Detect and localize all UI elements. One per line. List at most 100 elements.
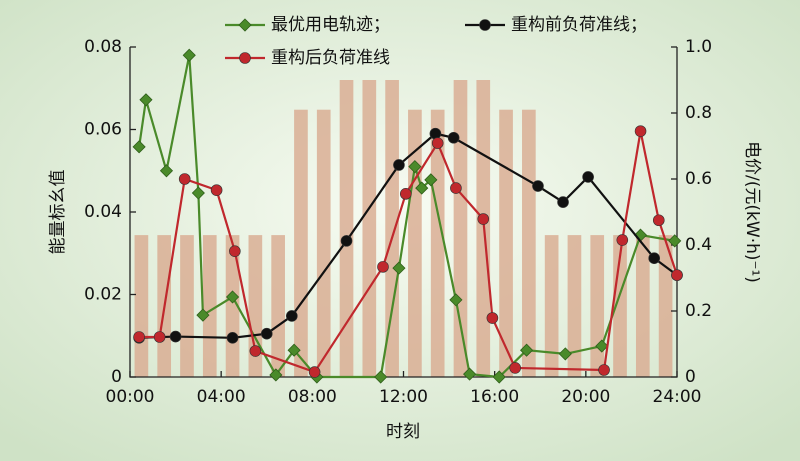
circle-marker (169, 330, 182, 343)
plot: 0 0.02 0.04 0.06 0.08 0 0.2 0.4 0.6 0.8 1.0 00:00 04… (84, 15, 712, 407)
circle-marker (178, 173, 191, 185)
circle-marker (431, 137, 444, 149)
circle-marker (260, 327, 273, 340)
circle-marker (582, 171, 594, 183)
circle-marker (308, 366, 321, 378)
price-bar (544, 235, 559, 377)
circle-marker (133, 331, 145, 343)
price-bar (362, 80, 377, 377)
price-bar (522, 109, 536, 377)
legend-label: 重构后负荷准线 (271, 48, 390, 68)
y-tick-label: 0 (111, 367, 122, 387)
x-tick-label: 08:00 (288, 387, 337, 407)
y2-tick-label: 0.4 (685, 235, 712, 255)
legend-item: 重构前负荷准线； (465, 15, 647, 35)
diamond-marker (408, 160, 422, 174)
circle-marker (634, 125, 647, 137)
x-tick-label: 16:00 (470, 387, 519, 407)
circle-marker (286, 310, 298, 322)
circle-marker (340, 235, 353, 247)
circle-marker (210, 184, 223, 196)
circle-marker (399, 188, 412, 200)
diamond-marker (558, 347, 572, 361)
price-bar (316, 109, 331, 377)
circle-marker (450, 182, 462, 194)
y-tick-label: 0.02 (84, 285, 122, 305)
circle-marker (486, 312, 499, 324)
circle-marker (616, 234, 629, 246)
diamond-marker (463, 367, 477, 381)
price-bar (430, 109, 445, 377)
circle-marker (652, 214, 665, 227)
legend-item: 重构后负荷准线 (225, 48, 390, 68)
price-bar (658, 235, 673, 377)
circle-marker (671, 269, 683, 281)
price-bar (180, 235, 194, 377)
diamond-marker (424, 173, 438, 187)
price-bar (134, 235, 149, 377)
legend-label: 最优用电轨迹； (271, 15, 390, 35)
price-bar (499, 109, 513, 377)
diamond-marker (595, 339, 609, 353)
circle-marker (226, 332, 239, 344)
circle-marker (598, 364, 610, 376)
circle-marker (429, 127, 442, 140)
diamond-marker (132, 140, 146, 154)
circle-marker (377, 261, 389, 273)
circle-marker (229, 245, 241, 257)
circle-marker (239, 52, 251, 64)
diamond-marker (415, 181, 429, 195)
price-bar (385, 80, 399, 377)
diamond-marker (238, 18, 252, 32)
diamond-marker (225, 290, 240, 304)
circle-marker (479, 19, 491, 31)
price-bar (590, 235, 605, 377)
price-bar (453, 80, 468, 377)
diamond-marker (374, 370, 388, 384)
circle-marker (249, 345, 262, 357)
price-bar (339, 80, 354, 377)
diamond-marker (159, 164, 174, 178)
circle-marker (648, 252, 661, 265)
y-tick-label: 0.04 (84, 202, 122, 222)
y2-tick-label: 0 (685, 367, 696, 387)
y2-tick-label: 0.8 (685, 103, 712, 123)
circle-marker (447, 131, 460, 144)
price-bar (271, 235, 285, 377)
y-tick-label: 0.08 (84, 37, 122, 57)
diamond-marker (392, 261, 406, 275)
y-axis-label: 能量标幺值 (48, 170, 68, 255)
y2-axis-label: 电价/(元(kW·h)⁻¹) (742, 141, 762, 283)
y2-tick-label: 0.2 (685, 301, 712, 321)
y-tick-label: 0.06 (84, 120, 122, 140)
circle-marker (477, 213, 490, 225)
price-bar (408, 109, 422, 377)
price-bar (635, 235, 650, 377)
diamond-marker (287, 343, 301, 357)
circle-marker (153, 331, 166, 343)
x-axis-label: 时刻 (386, 422, 420, 442)
circle-marker (393, 159, 405, 171)
circle-marker (532, 180, 544, 192)
x-tick-label: 20:00 (561, 387, 610, 407)
x-tick-label: 24:00 (653, 387, 702, 407)
price-bar (613, 235, 627, 377)
legend-label: 重构前负荷准线； (511, 15, 647, 35)
diamond-marker (492, 370, 506, 384)
x-tick-label: 04:00 (197, 387, 246, 407)
x-tick-label: 12:00 (379, 387, 428, 407)
price-bar (567, 235, 582, 377)
diamond-marker (269, 368, 283, 382)
diamond-marker (668, 234, 682, 248)
x-tick-label: 00:00 (106, 387, 155, 407)
diamond-marker (449, 293, 463, 307)
circle-marker (509, 362, 521, 374)
legend-item: 最优用电轨迹； (225, 15, 390, 35)
diamond-marker (520, 343, 534, 357)
diamond-marker (182, 48, 196, 62)
diamond-marker (191, 186, 205, 200)
price-bar (294, 109, 308, 377)
